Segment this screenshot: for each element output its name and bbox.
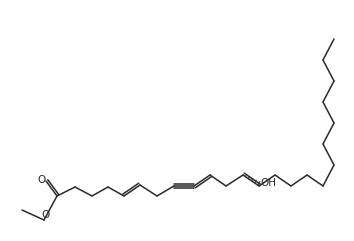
Text: OH: OH [260, 178, 276, 188]
Text: O: O [41, 210, 49, 220]
Text: O: O [37, 175, 45, 185]
